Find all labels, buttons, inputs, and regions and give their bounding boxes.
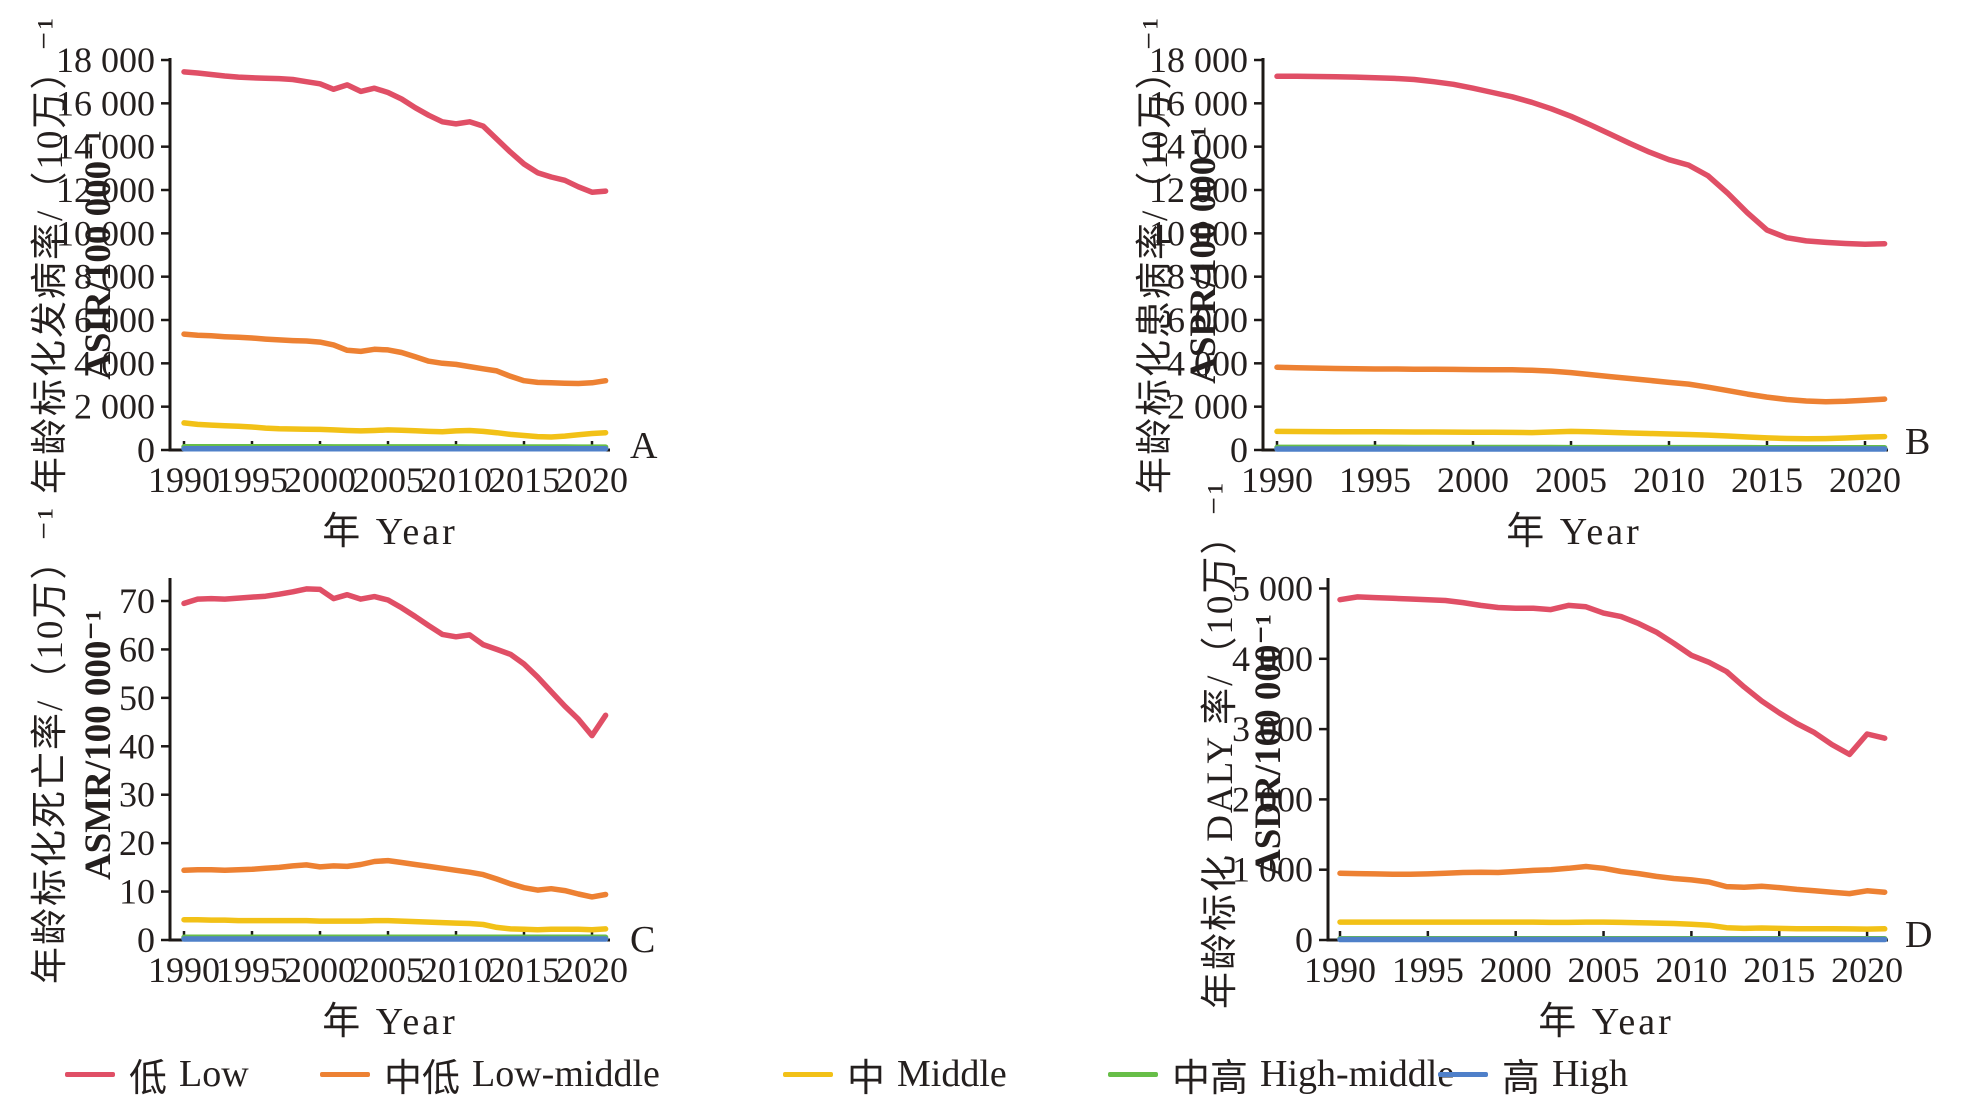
svg-text:18 000: 18 000 bbox=[56, 40, 155, 80]
svg-text:2 000: 2 000 bbox=[74, 387, 155, 427]
svg-text:14 000: 14 000 bbox=[56, 127, 155, 167]
svg-text:2000: 2000 bbox=[284, 460, 356, 500]
svg-text:1995: 1995 bbox=[1392, 950, 1464, 990]
svg-text:2000: 2000 bbox=[284, 950, 356, 990]
svg-text:60: 60 bbox=[119, 629, 155, 669]
svg-text:16 000: 16 000 bbox=[56, 83, 155, 123]
legend-middle-label-cn: 中 bbox=[847, 1057, 886, 1100]
panel-letter-D: D bbox=[1905, 914, 1933, 956]
legend-item-low: 低 Low bbox=[65, 1048, 249, 1100]
svg-text:2000: 2000 bbox=[1437, 460, 1509, 500]
panel-letter-A: A bbox=[630, 425, 658, 467]
legend-low-middle-label-cn: 中低 bbox=[384, 1057, 461, 1100]
svg-text:1990: 1990 bbox=[1304, 950, 1376, 990]
svg-text:2010: 2010 bbox=[1655, 950, 1727, 990]
x-axis-label-B: 年 Year bbox=[1506, 511, 1642, 553]
svg-text:2010: 2010 bbox=[420, 460, 492, 500]
legend-high-middle-label-en: High-middle bbox=[1260, 1053, 1455, 1095]
svg-text:0: 0 bbox=[1295, 920, 1313, 960]
x-axis-label-D: 年 Year bbox=[1538, 1001, 1674, 1043]
svg-text:30: 30 bbox=[119, 775, 155, 815]
panel-letter-C: C bbox=[630, 919, 656, 961]
legend-high-middle-line-icon bbox=[1108, 1071, 1158, 1077]
svg-text:1990: 1990 bbox=[148, 460, 220, 500]
svg-text:12 000: 12 000 bbox=[1149, 170, 1248, 210]
legend-middle-label-en: Middle bbox=[897, 1053, 1007, 1095]
svg-text:2005: 2005 bbox=[352, 950, 424, 990]
legend-low-middle-label-en: Low-middle bbox=[472, 1053, 660, 1095]
svg-text:2015: 2015 bbox=[488, 460, 560, 500]
legend-item-middle: 中 Middle bbox=[783, 1048, 1007, 1100]
svg-text:10: 10 bbox=[119, 872, 155, 912]
svg-text:2005: 2005 bbox=[1535, 460, 1607, 500]
legend-high-label-cn: 高 bbox=[1502, 1057, 1541, 1100]
svg-text:0: 0 bbox=[137, 430, 155, 470]
svg-text:5 000: 5 000 bbox=[1232, 569, 1313, 609]
legend-high-middle-label-cn: 中高 bbox=[1172, 1057, 1249, 1100]
svg-text:1 000: 1 000 bbox=[1232, 850, 1313, 890]
svg-text:16 000: 16 000 bbox=[1149, 83, 1248, 123]
svg-text:1995: 1995 bbox=[1339, 460, 1411, 500]
svg-text:2010: 2010 bbox=[1633, 460, 1705, 500]
x-axis-label-C: 年 Year bbox=[322, 1001, 458, 1043]
svg-text:2020: 2020 bbox=[1829, 460, 1901, 500]
legend-item-low-middle: 中低 Low-middle bbox=[320, 1048, 660, 1100]
svg-text:1990: 1990 bbox=[1241, 460, 1313, 500]
svg-text:3 000: 3 000 bbox=[1232, 709, 1313, 749]
svg-text:1990: 1990 bbox=[148, 950, 220, 990]
svg-text:50: 50 bbox=[119, 678, 155, 718]
svg-text:0: 0 bbox=[1230, 430, 1248, 470]
legend-low-line-icon bbox=[65, 1071, 115, 1077]
svg-text:1995: 1995 bbox=[216, 460, 288, 500]
legend-high-label-en: High bbox=[1552, 1053, 1629, 1095]
svg-text:2010: 2010 bbox=[420, 950, 492, 990]
svg-text:10 000: 10 000 bbox=[1149, 213, 1248, 253]
svg-text:6 000: 6 000 bbox=[74, 300, 155, 340]
svg-text:2015: 2015 bbox=[1731, 460, 1803, 500]
legend-low-middle-line-icon bbox=[320, 1071, 370, 1077]
svg-text:2020: 2020 bbox=[556, 950, 628, 990]
legend-middle-line-icon bbox=[783, 1071, 833, 1077]
svg-text:2020: 2020 bbox=[1831, 950, 1903, 990]
x-axis-label-A: 年 Year bbox=[322, 511, 458, 553]
svg-text:8 000: 8 000 bbox=[74, 257, 155, 297]
legend-item-high-middle: 中高 High-middle bbox=[1108, 1048, 1454, 1100]
svg-text:0: 0 bbox=[137, 920, 155, 960]
svg-text:4 000: 4 000 bbox=[1232, 639, 1313, 679]
legend-item-high: 高 High bbox=[1438, 1048, 1628, 1100]
svg-text:2000: 2000 bbox=[1480, 950, 1552, 990]
legend-low-label-en: Low bbox=[179, 1053, 249, 1095]
svg-text:4 000: 4 000 bbox=[1167, 343, 1248, 383]
svg-text:40: 40 bbox=[119, 726, 155, 766]
svg-text:10 000: 10 000 bbox=[56, 213, 155, 253]
svg-text:20: 20 bbox=[119, 823, 155, 863]
svg-text:1995: 1995 bbox=[216, 950, 288, 990]
svg-text:14 000: 14 000 bbox=[1149, 127, 1248, 167]
svg-text:2005: 2005 bbox=[352, 460, 424, 500]
svg-text:2015: 2015 bbox=[1743, 950, 1815, 990]
panel-letter-B: B bbox=[1905, 421, 1931, 463]
plot-area-D: 0 1 000 2 000 3 000 4 000 5 000 1990 1995 2000 20… bbox=[1232, 569, 1903, 991]
svg-text:4 000: 4 000 bbox=[74, 343, 155, 383]
svg-text:2 000: 2 000 bbox=[1167, 387, 1248, 427]
legend-high-line-icon bbox=[1438, 1071, 1488, 1077]
legend-low-label-cn: 低 bbox=[129, 1057, 168, 1100]
svg-text:12 000: 12 000 bbox=[56, 170, 155, 210]
svg-text:8 000: 8 000 bbox=[1167, 257, 1248, 297]
svg-text:2005: 2005 bbox=[1568, 950, 1640, 990]
legend: 低 Low 中低 Low-middle 中 Middle 中高 High-mid… bbox=[0, 1048, 1981, 1100]
svg-text:70: 70 bbox=[119, 581, 155, 621]
svg-text:18 000: 18 000 bbox=[1149, 40, 1248, 80]
plot-area-C: 0 10 20 30 40 50 60 70 1990199520002005201020152… bbox=[119, 578, 628, 990]
svg-text:2020: 2020 bbox=[556, 460, 628, 500]
svg-text:6 000: 6 000 bbox=[1167, 300, 1248, 340]
svg-text:2 000: 2 000 bbox=[1232, 779, 1313, 819]
svg-text:2015: 2015 bbox=[488, 950, 560, 990]
